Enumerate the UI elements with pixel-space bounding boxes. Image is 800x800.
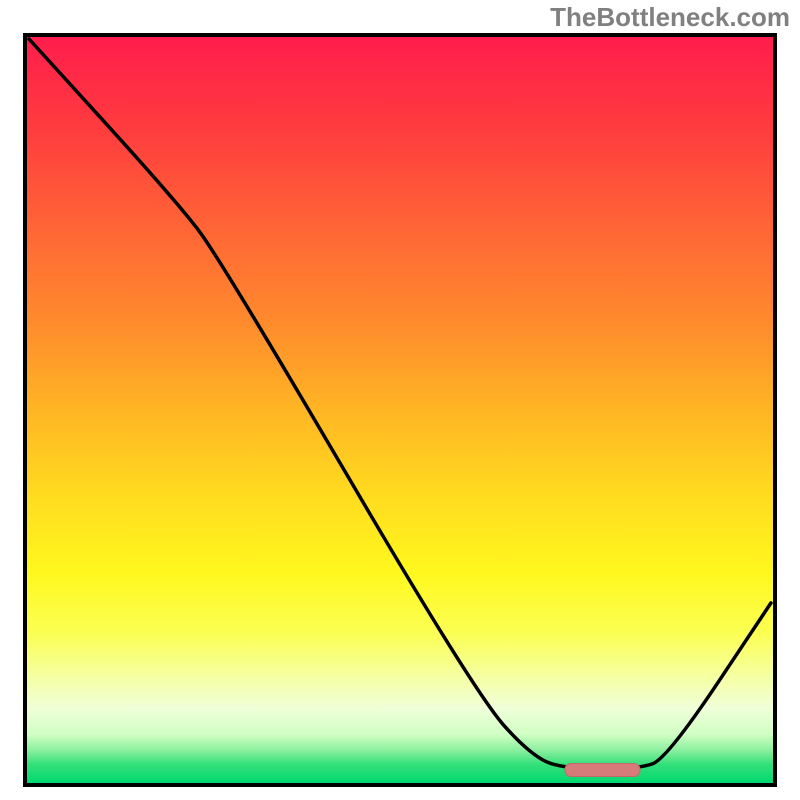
chart-frame: TheBottleneck.com <box>0 0 800 800</box>
bottleneck-chart <box>0 0 800 800</box>
